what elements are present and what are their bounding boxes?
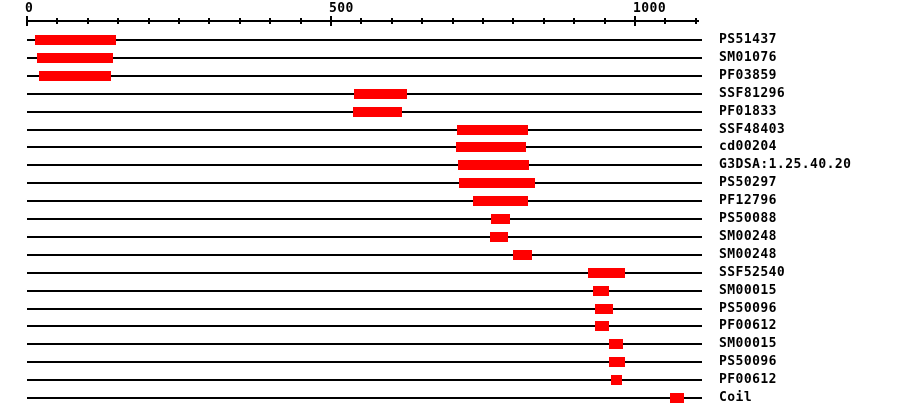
axis-tick — [482, 18, 484, 24]
feature-bar — [670, 393, 685, 403]
feature-line — [27, 235, 702, 238]
axis-tick — [86, 18, 89, 24]
feature-label: SM00015 — [719, 282, 777, 298]
feature-bar — [354, 88, 407, 99]
feature-label: PS50096 — [719, 354, 777, 370]
axis-tick-label: 500 — [329, 1, 354, 16]
axis-tick — [208, 18, 211, 24]
feature-line — [27, 128, 702, 131]
feature-line — [27, 218, 702, 220]
feature-bar — [459, 178, 536, 189]
feature-bar — [490, 214, 511, 224]
feature-line — [27, 379, 702, 382]
feature-line — [27, 146, 702, 149]
feature-label: SSF81296 — [719, 85, 786, 101]
feature-label: Coil — [719, 390, 753, 405]
axis-tick — [542, 18, 545, 24]
feature-bar — [458, 160, 530, 171]
feature-bar — [455, 142, 527, 153]
feature-bar — [352, 106, 403, 117]
feature-bar — [609, 357, 626, 368]
axis-tick — [451, 18, 454, 24]
axis-tick — [238, 18, 241, 24]
feature-label: SM00248 — [719, 246, 777, 262]
feature-label: SM00248 — [719, 228, 777, 244]
feature-label: SM00015 — [719, 336, 777, 352]
feature-bar — [490, 231, 508, 242]
axis-tick — [634, 16, 636, 26]
axis-tick — [694, 18, 697, 24]
feature-line — [27, 74, 702, 77]
feature-bar — [611, 375, 623, 386]
feature-label: PS50088 — [719, 211, 777, 226]
feature-bar — [593, 285, 610, 296]
axis-tick — [603, 18, 606, 24]
feature-bar — [456, 124, 528, 135]
axis-tick — [512, 18, 515, 24]
feature-label: SSF52540 — [719, 264, 786, 280]
feature-line — [27, 200, 702, 203]
feature-bar — [595, 321, 610, 332]
feature-bar — [588, 267, 626, 278]
feature-line — [27, 343, 702, 346]
feature-line — [27, 39, 702, 41]
axis-tick-label: 0 — [25, 1, 34, 16]
axis-line — [27, 20, 699, 22]
axis-tick — [26, 16, 28, 26]
feature-label: PF03859 — [719, 67, 777, 83]
feature-label: cd00204 — [719, 139, 777, 155]
feature-label: SSF48403 — [719, 121, 786, 137]
feature-line — [27, 289, 702, 292]
axis-tick — [330, 16, 332, 26]
feature-label: PS51437 — [719, 32, 777, 47]
axis-tick — [117, 18, 120, 24]
feature-bar — [609, 339, 624, 350]
feature-label: PF00612 — [719, 372, 777, 388]
axis-tick — [299, 18, 302, 24]
feature-line — [27, 56, 702, 59]
axis-tick — [573, 18, 576, 24]
feature-label: G3DSA:1.25.40.20 — [719, 157, 852, 173]
axis-tick — [360, 18, 363, 24]
axis-tick — [269, 18, 272, 24]
feature-line — [27, 361, 702, 364]
feature-label: PS50297 — [719, 175, 777, 191]
feature-line — [27, 164, 702, 167]
axis-tick — [664, 18, 667, 24]
feature-label: SM01076 — [719, 49, 777, 65]
axis-tick-label: 1000 — [633, 1, 667, 16]
axis-tick — [56, 18, 59, 24]
feature-bar — [595, 303, 614, 314]
feature-bar — [38, 70, 111, 81]
axis-tick — [421, 18, 424, 24]
feature-bar — [36, 52, 113, 63]
feature-label: PF01833 — [719, 103, 777, 119]
feature-line — [27, 397, 702, 399]
feature-bar — [513, 249, 533, 260]
feature-bar — [473, 196, 528, 207]
feature-line — [27, 253, 702, 256]
feature-label: PS50096 — [719, 300, 777, 316]
feature-bar — [34, 35, 116, 45]
axis-tick — [178, 18, 180, 24]
feature-line — [27, 271, 702, 274]
feature-line — [27, 325, 702, 328]
axis-tick — [390, 18, 393, 24]
feature-line — [27, 182, 702, 185]
feature-line — [27, 307, 702, 310]
axis-tick — [147, 18, 150, 24]
feature-label: PF12796 — [719, 193, 777, 209]
feature-label: PF00612 — [719, 318, 777, 334]
